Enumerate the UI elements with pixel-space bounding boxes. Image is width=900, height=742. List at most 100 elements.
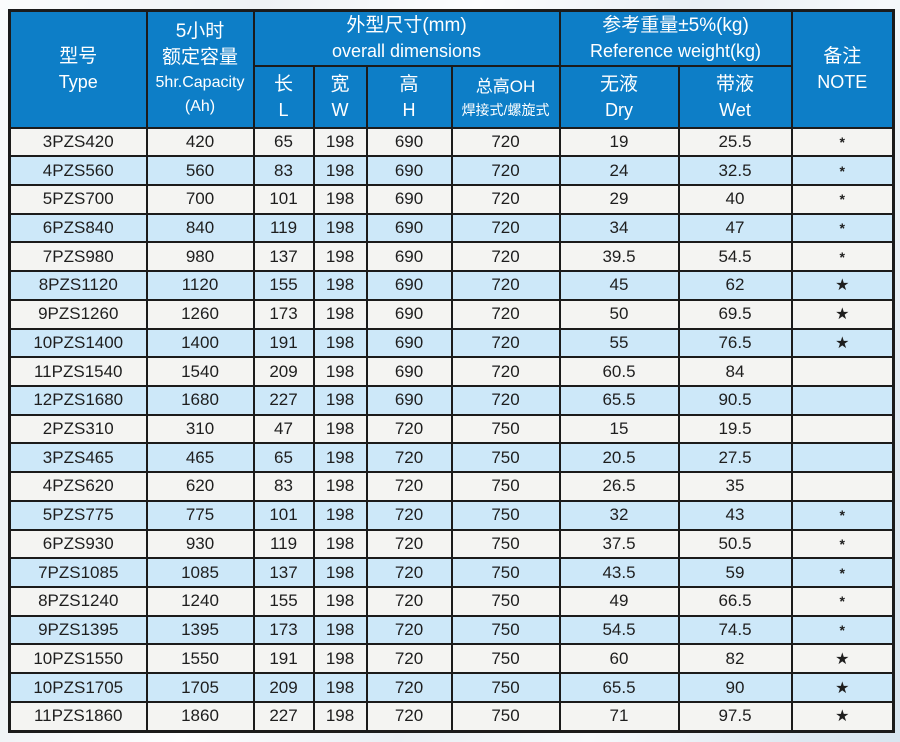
- cell-dry-weight: 19: [558, 126, 680, 158]
- cell-length: 47: [252, 413, 315, 445]
- cell-overall-height: 720: [450, 241, 561, 273]
- cell-capacity: 775: [145, 499, 255, 531]
- header-length: 长 L: [252, 64, 315, 129]
- cell-width: 198: [312, 557, 368, 588]
- cell-length: 155: [252, 586, 315, 617]
- cell-capacity: 930: [145, 528, 255, 560]
- cell-note: *: [790, 499, 895, 531]
- cell-overall-height: 750: [450, 643, 561, 675]
- cell-capacity: 1860: [145, 700, 255, 733]
- header-type: 型号 Type: [8, 9, 148, 129]
- cell-capacity: 700: [145, 183, 255, 215]
- cell-wet-weight: 25.5: [677, 126, 793, 158]
- header-height-zh: 高: [399, 73, 419, 95]
- cell-height: 720: [365, 643, 453, 675]
- cell-width: 198: [312, 241, 368, 273]
- cell-capacity: 1540: [145, 356, 255, 387]
- cell-type: 5PZS775: [8, 499, 148, 531]
- cell-overall-height: 750: [450, 700, 561, 733]
- cell-overall-height: 750: [450, 672, 561, 703]
- header-wet-en: Wet: [719, 99, 751, 120]
- header-weight-en: Reference weight(kg): [589, 41, 762, 62]
- header-width: 宽 W: [312, 64, 368, 129]
- cell-capacity: 1680: [145, 384, 255, 416]
- cell-capacity: 420: [145, 126, 255, 158]
- cell-overall-height: 750: [450, 528, 561, 560]
- cell-note: *: [790, 155, 895, 186]
- cell-capacity: 1260: [145, 298, 255, 330]
- cell-dry-weight: 60.5: [558, 356, 680, 387]
- cell-height: 720: [365, 557, 453, 588]
- cell-capacity: 1400: [145, 327, 255, 359]
- table-row: 12PZS1680 1680 227 198 690 720 65.5 90.5: [8, 384, 895, 416]
- cell-width: 198: [312, 298, 368, 330]
- cell-capacity: 620: [145, 471, 255, 502]
- header-overall-height-sub: 焊接式/螺旋式: [461, 101, 550, 118]
- cell-note: [790, 442, 895, 474]
- cell-type: 7PZS980: [8, 241, 148, 273]
- cell-width: 198: [312, 356, 368, 387]
- cell-type: 9PZS1260: [8, 298, 148, 330]
- header-dry-en: Dry: [605, 99, 634, 120]
- cell-dry-weight: 34: [558, 212, 680, 244]
- cell-width: 198: [312, 643, 368, 675]
- cell-width: 198: [312, 183, 368, 215]
- cell-overall-height: 750: [450, 413, 561, 445]
- cell-length: 155: [252, 270, 315, 301]
- header-dry-zh: 无液: [600, 73, 639, 95]
- cell-capacity: 1705: [145, 672, 255, 703]
- battery-spec-table: 型号 Type 5小时 额定容量 5hr.Capacity (Ah) 外型尺寸(…: [8, 9, 896, 733]
- table-row: 6PZS930 930 119 198 720 750 37.5 50.5 *: [8, 528, 895, 560]
- cell-note: ★: [790, 270, 895, 301]
- cell-type: 10PZS1705: [8, 672, 148, 703]
- cell-length: 65: [252, 126, 315, 158]
- cell-wet-weight: 76.5: [677, 327, 793, 359]
- cell-dry-weight: 71: [558, 700, 680, 733]
- header-height-en: H: [402, 99, 416, 120]
- table-body: 3PZS420 420 65 198 690 720 19 25.5 * 4PZS560 560 83…: [8, 126, 895, 733]
- cell-overall-height: 720: [450, 384, 561, 416]
- cell-overall-height: 720: [450, 270, 561, 301]
- header-capacity-en: 5hr.Capacity: [155, 74, 245, 92]
- cell-type: 8PZS1240: [8, 586, 148, 617]
- cell-overall-height: 750: [450, 614, 561, 646]
- cell-type: 4PZS560: [8, 155, 148, 186]
- cell-wet-weight: 69.5: [677, 298, 793, 330]
- cell-capacity: 980: [145, 241, 255, 273]
- cell-note: [790, 384, 895, 416]
- header-wet-zh: 带液: [716, 73, 755, 95]
- cell-height: 720: [365, 528, 453, 560]
- cell-type: 11PZS1860: [8, 700, 148, 733]
- cell-width: 198: [312, 528, 368, 560]
- cell-overall-height: 720: [450, 155, 561, 186]
- cell-dry-weight: 37.5: [558, 528, 680, 560]
- cell-dry-weight: 49: [558, 586, 680, 617]
- cell-height: 690: [365, 183, 453, 215]
- header-capacity-zh1: 5小时: [175, 21, 225, 43]
- cell-height: 720: [365, 442, 453, 474]
- cell-length: 101: [252, 499, 315, 531]
- cell-length: 227: [252, 384, 315, 416]
- table-row: 7PZS1085 1085 137 198 720 750 43.5 59 *: [8, 557, 895, 588]
- cell-height: 690: [365, 270, 453, 301]
- cell-height: 690: [365, 327, 453, 359]
- header-height: 高 H: [365, 64, 453, 129]
- header-dimensions-en: overall dimensions: [331, 41, 482, 62]
- cell-width: 198: [312, 614, 368, 646]
- cell-width: 198: [312, 499, 368, 531]
- cell-width: 198: [312, 471, 368, 502]
- cell-type: 11PZS1540: [8, 356, 148, 387]
- header-note: 备注 NOTE: [790, 9, 895, 129]
- table-row: 7PZS980 980 137 198 690 720 39.5 54.5 *: [8, 241, 895, 273]
- cell-height: 720: [365, 672, 453, 703]
- header-note-en: NOTE: [817, 72, 868, 93]
- cell-dry-weight: 20.5: [558, 442, 680, 474]
- cell-type: 7PZS1085: [8, 557, 148, 588]
- cell-capacity: 1550: [145, 643, 255, 675]
- cell-overall-height: 750: [450, 442, 561, 474]
- cell-wet-weight: 27.5: [677, 442, 793, 474]
- table-row: 10PZS1550 1550 191 198 720 750 60 82 ★: [8, 643, 895, 675]
- table-row: 5PZS775 775 101 198 720 750 32 43 *: [8, 499, 895, 531]
- cell-height: 720: [365, 471, 453, 502]
